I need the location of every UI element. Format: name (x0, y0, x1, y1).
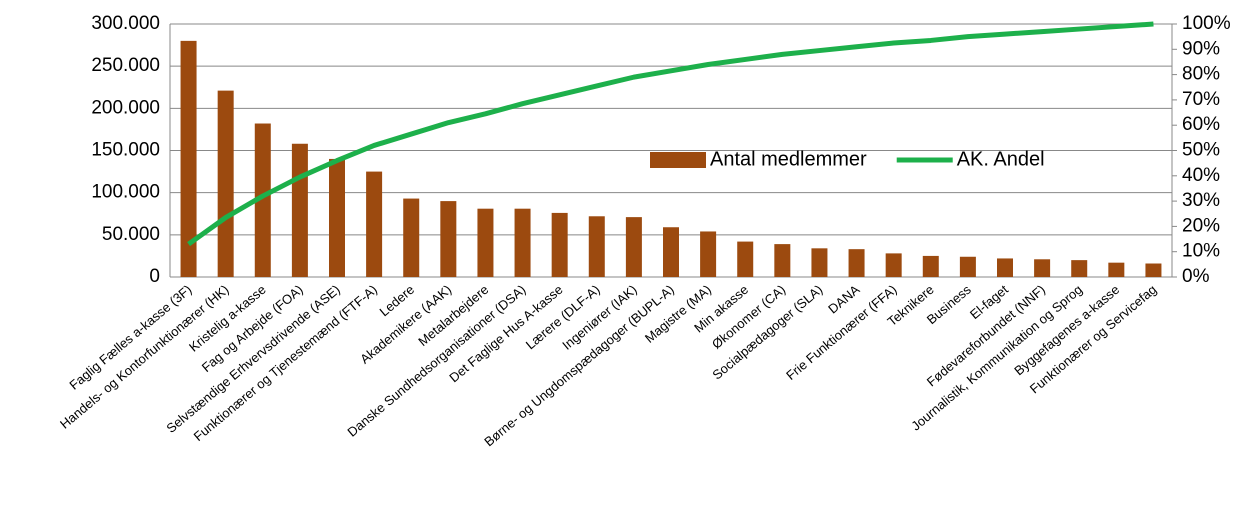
bar (625, 217, 642, 277)
bar (997, 258, 1013, 277)
legend-swatch (650, 152, 706, 168)
y2-tick-label: 0% (1182, 266, 1210, 287)
y-tick-label: 150.000 (91, 140, 160, 161)
bar (737, 241, 754, 277)
legend: Antal medlemmer AK. Andel (650, 148, 1045, 170)
y2-tick-label: 60% (1182, 114, 1220, 135)
bar (700, 231, 717, 277)
y2-tick-label: 20% (1182, 215, 1220, 236)
bar (180, 40, 197, 277)
y-tick-label: 200.000 (91, 97, 160, 118)
y-tick-label: 250.000 (91, 55, 160, 76)
y-tick-label: 100.000 (91, 182, 160, 203)
y2-tick-label: 90% (1182, 38, 1220, 59)
y2-tick-label: 80% (1182, 64, 1220, 85)
y2-tick-label: 100% (1182, 13, 1231, 34)
legend-label: AK. Andel (957, 148, 1045, 170)
bar (959, 256, 976, 277)
legend-label: Antal medlemmer (710, 148, 867, 170)
bar (403, 198, 420, 277)
bar (588, 216, 605, 277)
bar (291, 143, 308, 277)
bar (1145, 263, 1162, 277)
bar (774, 244, 791, 277)
y-tick-label: 50.000 (102, 224, 160, 245)
bar (1034, 259, 1051, 277)
bar (663, 227, 679, 277)
bar (1108, 262, 1125, 277)
bar (848, 249, 865, 277)
y2-tick-label: 70% (1182, 89, 1220, 110)
bar (477, 208, 494, 277)
y-tick-label: 0 (149, 266, 160, 287)
line (187, 21, 1154, 247)
bar (366, 171, 383, 277)
bar (254, 123, 271, 277)
bar (440, 201, 457, 277)
bar (217, 90, 234, 277)
y2-tick-label: 30% (1182, 190, 1220, 211)
y-tick-label: 300.000 (91, 13, 160, 34)
y2-tick-label: 50% (1182, 140, 1220, 161)
bar (811, 248, 828, 277)
bar (329, 158, 345, 277)
bar (1071, 260, 1088, 277)
bar (551, 212, 568, 277)
bar (514, 208, 531, 277)
bar (922, 255, 939, 277)
y2-tick-label: 10% (1182, 241, 1220, 262)
y2-tick-label: 40% (1182, 165, 1220, 186)
bar (885, 253, 902, 277)
